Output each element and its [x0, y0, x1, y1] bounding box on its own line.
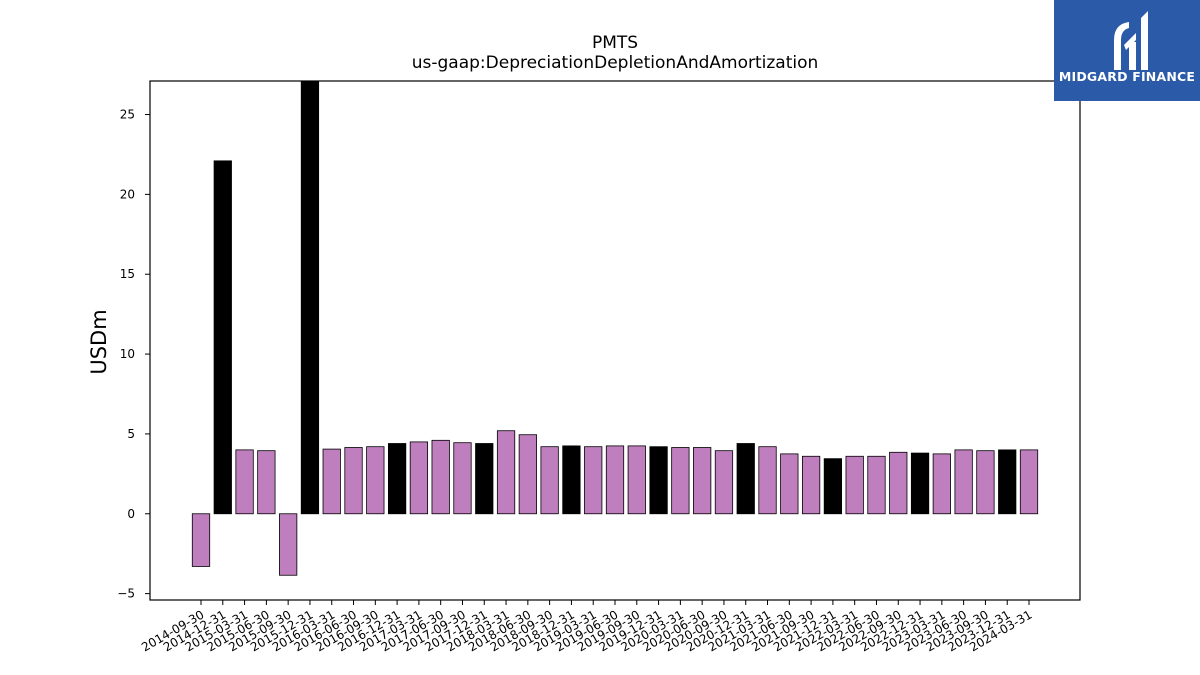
bar-2018-06-30 — [518, 434, 537, 515]
bar-2016-09-30 — [366, 446, 385, 515]
bar-2020-06-30 — [693, 447, 712, 515]
y-tick-label: 0 — [127, 507, 135, 521]
bar-2020-12-31 — [736, 443, 755, 515]
plot-frame — [149, 80, 1081, 601]
bar-2018-03-31 — [496, 430, 516, 515]
bar-2017-03-31 — [409, 441, 429, 515]
x-axis-ticks: 2014-09-302014-12-312015-03-312015-06-30… — [139, 600, 1035, 654]
bar-2023-09-30 — [976, 450, 995, 515]
bar-2022-09-30 — [889, 451, 908, 515]
y-tick-label: −5 — [117, 587, 135, 601]
bar-2023-06-30 — [954, 449, 973, 515]
y-axis-ticks: −5 0 5 10 15 20 25 — [117, 108, 150, 601]
y-tick-label: 5 — [127, 427, 135, 441]
bar-2020-09-30 — [714, 450, 734, 515]
bar-2017-06-30 — [431, 439, 450, 515]
bar-2022-12-31 — [910, 452, 930, 515]
y-tick-label: 20 — [120, 187, 135, 201]
bar-2022-06-30 — [867, 455, 886, 515]
bar-2018-12-31 — [562, 445, 581, 515]
bar-2022-03-31 — [845, 455, 864, 515]
chart-title: PMTS — [592, 33, 638, 53]
bar-2015-03-31 — [235, 449, 254, 515]
bar-2020-03-31 — [671, 447, 690, 515]
bar-2019-06-30 — [605, 445, 625, 515]
bars-group — [191, 80, 1039, 576]
bar-2023-12-31 — [998, 449, 1017, 515]
bar-2016-06-30 — [344, 447, 363, 515]
bar-2021-06-30 — [780, 453, 799, 515]
bar-2019-03-31 — [584, 446, 603, 515]
bar-2021-12-31 — [823, 458, 843, 515]
bar-2016-12-31 — [387, 443, 407, 515]
bar-2019-09-30 — [627, 445, 646, 515]
bar-2019-12-31 — [649, 446, 668, 515]
bar-2017-12-31 — [475, 443, 494, 515]
brand-name: MIDGARD FINANCE — [1058, 69, 1196, 84]
y-axis-label: USDm — [87, 309, 111, 374]
bar-2016-03-31 — [322, 448, 341, 515]
midgard-logo-icon — [1114, 11, 1148, 70]
bar-2021-09-30 — [801, 455, 821, 515]
bar-2015-06-30 — [257, 450, 276, 515]
bar-2015-09-30 — [279, 513, 298, 576]
bar-2021-03-31 — [758, 446, 777, 515]
y-tick-label: 10 — [120, 347, 135, 361]
bar-2017-09-30 — [453, 442, 472, 515]
bar-2014-09-30 — [191, 513, 211, 567]
y-tick-label: 25 — [120, 108, 135, 122]
bar-2018-09-30 — [540, 446, 559, 515]
bar-2014-12-31 — [213, 160, 232, 515]
bar-2015-12-31 — [300, 80, 320, 515]
y-tick-label: 15 — [120, 267, 135, 281]
bar-2024-03-31 — [1019, 449, 1039, 515]
chart-subtitle: us-gaap:DepreciationDepletionAndAmortiza… — [412, 53, 819, 73]
brand-logo: MIDGARD FINANCE — [1054, 0, 1200, 101]
bar-2023-03-31 — [932, 453, 951, 515]
